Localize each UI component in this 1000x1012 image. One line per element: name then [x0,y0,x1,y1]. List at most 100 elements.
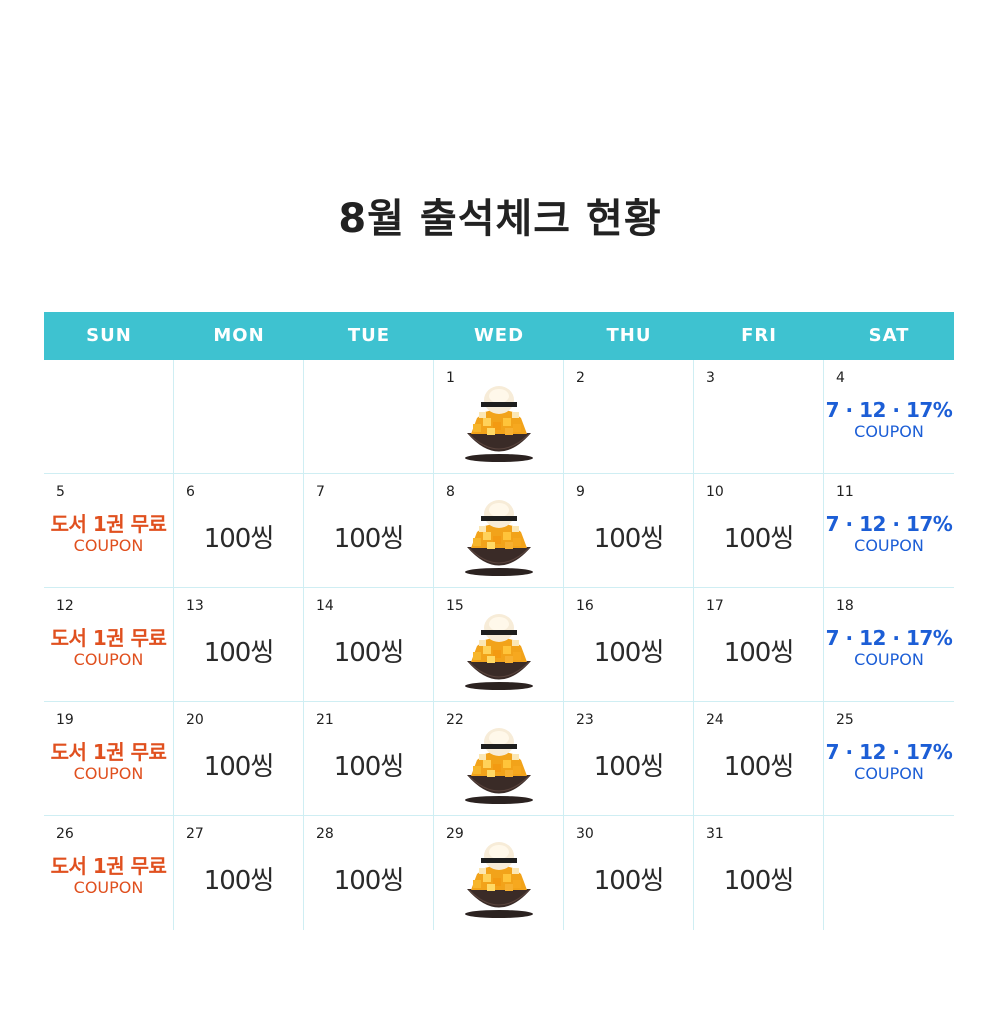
calendar-empty-cell [44,360,174,474]
calendar-day-11: 11 7 · 12 · 17% COUPON [824,474,954,588]
calendar-day-15: 15 [434,588,564,702]
day-number: 16 [576,598,594,614]
day-number: 14 [316,598,334,614]
day-number: 15 [446,598,464,614]
coupon-label: COUPON [854,422,924,441]
coupon-label: COUPON [73,878,144,897]
weekday-thu: THU [606,325,652,346]
calendar-day-12: 12 도서 1권 무료 COUPON [44,588,174,702]
day-number: 6 [186,484,195,500]
day-number: 30 [576,826,594,842]
day-number: 7 [316,484,325,500]
day-number: 8 [446,484,455,500]
day-number: 27 [186,826,204,842]
calendar-day-10: 10 100씽 [694,474,824,588]
day-number: 24 [706,712,724,728]
points-reward: 100씽 [203,752,275,782]
coupon-label: COUPON [73,536,144,555]
points-reward: 100씽 [333,638,405,668]
day-number: 9 [576,484,585,500]
day-number: 23 [576,712,594,728]
day-number: 17 [706,598,724,614]
points-reward: 100씽 [593,524,665,554]
points-reward: 100씽 [203,524,275,554]
calendar-day-1: 1 [434,360,564,474]
weekday-header: SUN MON TUE WED THU FRI SAT [44,312,954,360]
weekday-tue: TUE [347,325,391,346]
points-reward: 100씽 [593,638,665,668]
weekday-mon: MON [213,325,265,346]
points-reward: 100씽 [723,638,795,668]
coupon-title: 도서 1권 무료 [50,626,167,650]
calendar-day-29: 29 [434,816,564,930]
mango-bingsu-icon [465,500,533,576]
calendar-day-18: 18 7 · 12 · 17% COUPON [824,588,954,702]
calendar-day-21: 21 100씽 [304,702,434,816]
day-number: 18 [836,598,854,614]
coupon-title: 7 · 12 · 17% [825,398,953,422]
calendar-day-7: 7 100씽 [304,474,434,588]
mango-bingsu-icon [465,614,533,690]
coupon-title: 7 · 12 · 17% [825,740,953,764]
coupon-title: 7 · 12 · 17% [825,512,953,536]
points-reward: 100씽 [203,638,275,668]
day-number: 11 [836,484,854,500]
calendar-day-24: 24 100씽 [694,702,824,816]
coupon-label: COUPON [73,650,144,669]
calendar-empty-cell [174,360,304,474]
day-number: 20 [186,712,204,728]
day-number: 28 [316,826,334,842]
book-coupon: 도서 1권 무료 COUPON [44,740,173,784]
coupon-title: 도서 1권 무료 [50,512,167,536]
weekday-wed: WED [473,325,525,346]
coupon-label: COUPON [854,536,924,555]
calendar-day-2: 2 [564,360,694,474]
day-number: 12 [56,598,74,614]
calendar-day-27: 27 100씽 [174,816,304,930]
day-number: 2 [576,370,585,386]
coupon-title: 7 · 12 · 17% [825,626,953,650]
day-number: 25 [836,712,854,728]
calendar-day-13: 13 100씽 [174,588,304,702]
coupon-label: COUPON [854,650,924,669]
calendar-empty-cell [824,816,954,930]
calendar-day-28: 28 100씽 [304,816,434,930]
calendar-day-4: 4 7 · 12 · 17% COUPON [824,360,954,474]
points-reward: 100씽 [333,866,405,896]
discount-coupon: 7 · 12 · 17% COUPON [824,512,954,556]
calendar-day-14: 14 100씽 [304,588,434,702]
day-number: 29 [446,826,464,842]
day-number: 1 [446,370,455,386]
day-number: 5 [56,484,65,500]
calendar-day-31: 31 100씽 [694,816,824,930]
coupon-title: 도서 1권 무료 [50,854,167,878]
calendar-day-5: 5 도서 1권 무료 COUPON [44,474,174,588]
mango-bingsu-icon [465,842,533,918]
book-coupon: 도서 1권 무료 COUPON [44,854,173,898]
discount-coupon: 7 · 12 · 17% COUPON [824,740,954,784]
mango-bingsu-icon [465,728,533,804]
day-number: 13 [186,598,204,614]
calendar-day-23: 23 100씽 [564,702,694,816]
day-number: 22 [446,712,464,728]
calendar-day-19: 19 도서 1권 무료 COUPON [44,702,174,816]
calendar-day-30: 30 100씽 [564,816,694,930]
points-reward: 100씽 [593,752,665,782]
day-number: 26 [56,826,74,842]
discount-coupon: 7 · 12 · 17% COUPON [824,398,954,442]
day-number: 31 [706,826,724,842]
points-reward: 100씽 [333,752,405,782]
points-reward: 100씽 [203,866,275,896]
calendar-day-22: 22 [434,702,564,816]
day-number: 10 [706,484,724,500]
weekday-fri: FRI [741,325,777,346]
calendar-day-17: 17 100씽 [694,588,824,702]
calendar-day-25: 25 7 · 12 · 17% COUPON [824,702,954,816]
calendar-day-3: 3 [694,360,824,474]
discount-coupon: 7 · 12 · 17% COUPON [824,626,954,670]
coupon-label: COUPON [73,764,144,783]
calendar-day-26: 26 도서 1권 무료 COUPON [44,816,174,930]
day-number: 4 [836,370,845,386]
calendar-day-8: 8 [434,474,564,588]
